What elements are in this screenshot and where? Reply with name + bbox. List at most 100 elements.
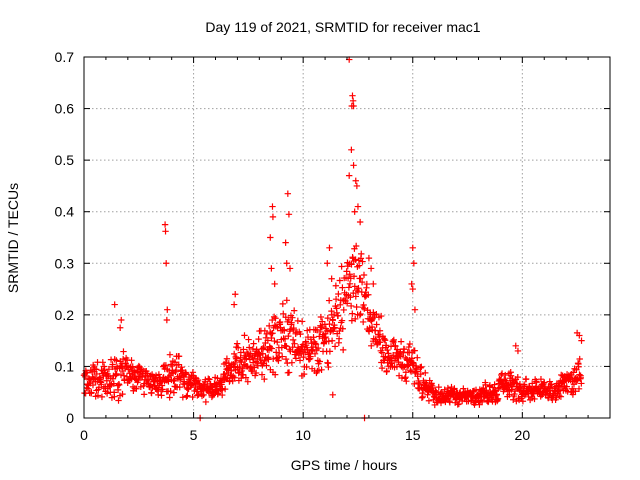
- data-point: [576, 371, 583, 378]
- data-point: [409, 285, 416, 293]
- data-point: [276, 349, 283, 357]
- data-point: [378, 349, 386, 356]
- data-point: [350, 289, 357, 297]
- data-point: [353, 303, 360, 311]
- data-point: [221, 385, 229, 393]
- data-point: [285, 211, 293, 218]
- data-point: [233, 340, 241, 347]
- data-point: [117, 371, 125, 379]
- data-point: [272, 349, 280, 356]
- data-point: [537, 393, 544, 400]
- data-point: [383, 342, 390, 349]
- data-point: [384, 346, 391, 354]
- data-point: [223, 365, 230, 373]
- data-point: [113, 357, 120, 364]
- data-point: [251, 364, 258, 371]
- data-point: [478, 398, 486, 406]
- data-point: [331, 324, 338, 331]
- data-point: [350, 162, 357, 169]
- data-point: [363, 280, 371, 288]
- data-point: [360, 271, 368, 279]
- data-point: [358, 278, 366, 286]
- data-point: [249, 368, 256, 375]
- data-point: [205, 375, 212, 382]
- data-point: [419, 393, 427, 401]
- data-point: [346, 280, 354, 288]
- data-point: [335, 290, 342, 298]
- data-point: [332, 295, 340, 303]
- data-point: [145, 376, 152, 383]
- data-point: [385, 350, 392, 357]
- data-point: [377, 338, 384, 346]
- data-point: [570, 369, 577, 376]
- data-point: [316, 328, 324, 336]
- data-point: [118, 316, 125, 324]
- data-point: [365, 254, 373, 262]
- data-point: [300, 370, 308, 378]
- data-point: [493, 391, 501, 398]
- data-point: [103, 390, 111, 397]
- data-point: [283, 343, 290, 350]
- data-point: [159, 386, 166, 393]
- data-point: [339, 325, 346, 332]
- data-point: [411, 347, 418, 354]
- data-point: [184, 392, 191, 399]
- data-point: [265, 356, 272, 363]
- data-point: [189, 393, 196, 401]
- data-point: [167, 361, 175, 368]
- data-point: [347, 294, 354, 301]
- data-point: [321, 334, 328, 342]
- data-point: [522, 375, 530, 383]
- data-point: [287, 347, 294, 355]
- data-point: [373, 321, 380, 328]
- data-point: [279, 300, 287, 308]
- data-point: [455, 400, 463, 408]
- data-point: [351, 283, 358, 290]
- data-point: [163, 316, 171, 324]
- data-point: [305, 356, 313, 363]
- data-point: [389, 338, 396, 345]
- data-point: [271, 280, 278, 288]
- data-point: [345, 284, 353, 291]
- data-point: [269, 203, 276, 210]
- data-point: [94, 392, 102, 399]
- data-point: [365, 291, 372, 298]
- data-point: [81, 373, 89, 381]
- data-point: [284, 190, 292, 197]
- data-point: [161, 221, 169, 228]
- data-point: [352, 256, 359, 263]
- data-point: [368, 342, 375, 350]
- data-point: [140, 391, 148, 398]
- data-point: [278, 353, 286, 360]
- data-point: [359, 318, 367, 326]
- data-point: [281, 327, 288, 334]
- data-point: [232, 291, 239, 298]
- x-tick-label: 15: [405, 427, 421, 443]
- data-point: [338, 317, 346, 324]
- data-point: [400, 346, 408, 353]
- data-point: [231, 359, 239, 367]
- data-point: [326, 348, 334, 355]
- data-point: [425, 397, 433, 404]
- data-point: [259, 345, 267, 352]
- data-point: [451, 385, 458, 392]
- data-point: [128, 357, 135, 364]
- data-point: [414, 354, 421, 361]
- data-point: [162, 228, 169, 235]
- data-point: [339, 346, 347, 354]
- data-point: [261, 375, 268, 383]
- data-point: [537, 375, 545, 383]
- data-point: [257, 356, 264, 364]
- data-point: [251, 351, 258, 359]
- data-point: [88, 389, 95, 396]
- data-point: [336, 327, 343, 335]
- data-point: [291, 340, 298, 347]
- data-point: [401, 375, 409, 382]
- data-point: [119, 355, 127, 363]
- data-point: [242, 374, 250, 381]
- data-point: [270, 313, 278, 321]
- data-point: [269, 213, 277, 221]
- data-point: [241, 332, 248, 339]
- data-point: [194, 376, 202, 384]
- data-point: [408, 355, 416, 362]
